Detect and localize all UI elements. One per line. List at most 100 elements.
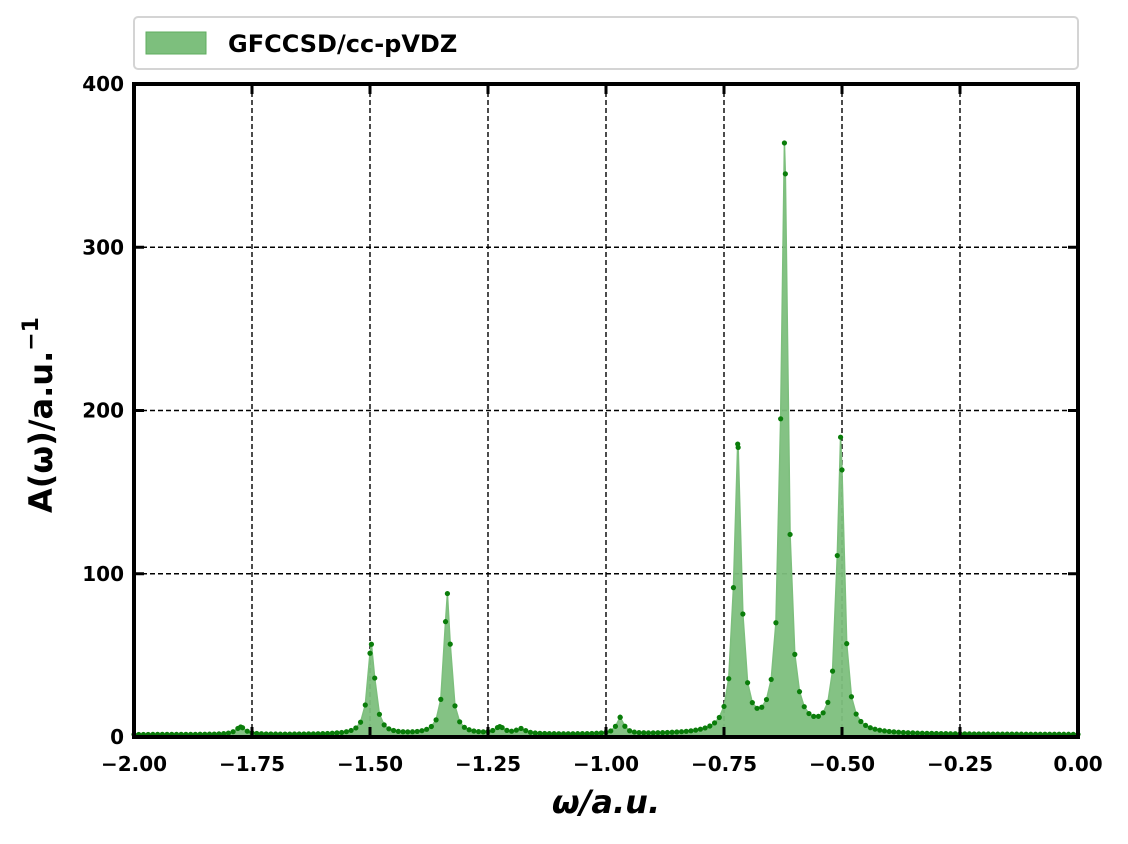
data-point (612, 723, 619, 729)
data-point (853, 711, 859, 717)
data-point (475, 729, 482, 735)
data-point (929, 730, 935, 736)
data-point (343, 729, 349, 735)
x-axis-label: ω/a.u. (552, 783, 660, 821)
data-point (896, 729, 902, 735)
data-point (872, 726, 878, 732)
data-point (353, 725, 359, 731)
data-point (244, 728, 250, 734)
data-point (254, 730, 260, 737)
data-point (763, 696, 770, 703)
x-tick-label: −2.00 (101, 752, 167, 776)
data-point (381, 722, 387, 728)
data-point (617, 714, 623, 720)
data-point (650, 730, 656, 736)
data-point (357, 719, 364, 725)
y-tick-label: 300 (82, 235, 124, 259)
data-point (867, 725, 873, 731)
x-tick-labels: −2.00 −1.75 −1.50 −1.25 −1.00 −0.75 −0.50 −0.25… (101, 752, 1103, 776)
data-point (900, 729, 906, 736)
data-point (837, 434, 844, 440)
data-point (348, 727, 354, 734)
data-point (745, 680, 751, 686)
data-point (806, 710, 812, 717)
data-point (452, 703, 458, 709)
data-point (839, 467, 845, 473)
x-tick-label: −1.00 (573, 752, 639, 776)
x-tick-label: −0.75 (691, 752, 757, 776)
data-point (660, 730, 666, 736)
data-point (863, 722, 869, 729)
data-point (631, 729, 637, 735)
data-point (509, 728, 515, 734)
data-point (792, 651, 798, 657)
data-point (730, 585, 737, 591)
data-point (627, 728, 633, 734)
data-point (372, 675, 378, 681)
x-tick-label: −0.50 (809, 752, 875, 776)
data-point (645, 730, 652, 736)
data-point (570, 731, 576, 737)
y-tick-label: 200 (82, 399, 124, 423)
data-point (782, 171, 788, 177)
data-point (499, 724, 505, 731)
data-point (933, 730, 940, 737)
data-point (532, 730, 538, 736)
x-tick-label: −1.75 (219, 752, 285, 776)
data-point (598, 730, 604, 736)
data-point (683, 728, 689, 734)
data-point (513, 727, 519, 733)
data-point (546, 731, 552, 737)
data-point (589, 730, 595, 737)
axes (132, 82, 1080, 739)
data-point (693, 727, 699, 733)
data-point (480, 729, 486, 735)
grid (134, 84, 1078, 737)
data-point (768, 676, 774, 683)
data-point (542, 730, 548, 737)
data-point (711, 720, 718, 726)
data-point (749, 700, 755, 706)
data-point (759, 704, 765, 710)
data-point (523, 728, 529, 734)
y-axis-label-superscript: −1 (19, 317, 44, 351)
data-point (593, 730, 600, 736)
spectrum-fill (134, 142, 1078, 738)
data-point (811, 713, 817, 719)
data-point (688, 728, 694, 734)
data-point (584, 730, 590, 737)
data-point (551, 731, 557, 737)
data-point (320, 731, 326, 737)
data-point (914, 730, 921, 736)
data-point (678, 729, 685, 735)
data-point (754, 705, 760, 711)
legend-frame (133, 16, 1079, 70)
data-point (886, 728, 892, 735)
x-axis-label-text: ω/a.u. (552, 783, 660, 821)
data-point (664, 729, 670, 736)
data-point (386, 726, 392, 732)
x-tick-label: −1.25 (455, 752, 521, 776)
data-point (877, 727, 883, 733)
data-point (891, 729, 897, 735)
data-point (362, 702, 368, 708)
data-point (622, 723, 628, 729)
data-point (848, 694, 855, 700)
data-point (225, 730, 231, 736)
data-point (787, 531, 793, 538)
data-point (947, 731, 954, 737)
data-point (608, 728, 614, 734)
y-tick-label: 400 (82, 72, 124, 96)
data-point (329, 730, 335, 736)
data-point (405, 729, 411, 735)
data-point (409, 729, 416, 735)
data-point (444, 590, 451, 597)
data-point (636, 729, 642, 736)
data-point (414, 728, 420, 735)
x-tick-label: 0.00 (1053, 752, 1102, 776)
data-point (391, 727, 397, 734)
data-point (924, 730, 930, 736)
data-point (442, 619, 449, 625)
data-point (395, 728, 401, 734)
data-point (230, 729, 236, 735)
